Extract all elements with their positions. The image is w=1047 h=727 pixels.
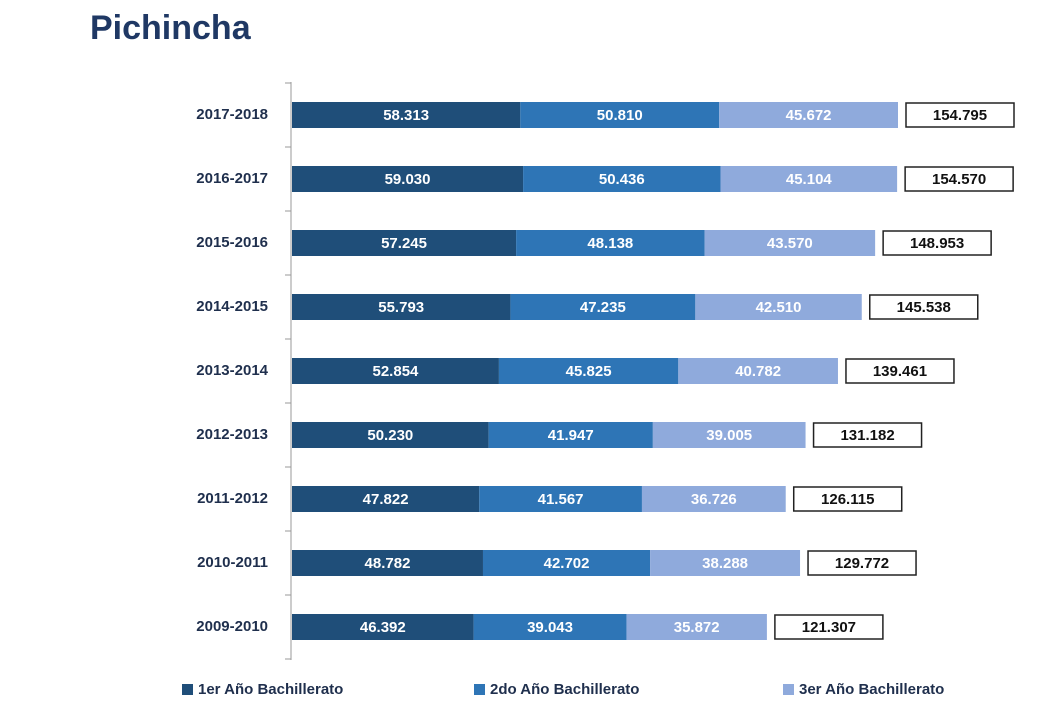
total-label: 121.307 <box>802 619 856 636</box>
legend-label: 3er Año Bachillerato <box>799 681 944 698</box>
value-label: 35.872 <box>674 619 720 636</box>
bar-segment <box>626 614 767 640</box>
total-label: 154.570 <box>932 171 986 188</box>
bar-segment <box>704 230 876 256</box>
bar-segment <box>292 614 474 640</box>
bar-segment <box>292 102 521 128</box>
category-label: 2014-2015 <box>196 298 268 315</box>
value-label: 59.030 <box>385 171 431 188</box>
value-label: 47.235 <box>580 299 626 316</box>
bar-segment <box>479 486 642 512</box>
category-label: 2013-2014 <box>196 362 268 379</box>
value-label: 47.822 <box>363 491 409 508</box>
bar-segment <box>652 422 806 448</box>
value-label: 48.138 <box>587 235 633 252</box>
bar-segment <box>719 102 898 128</box>
total-box <box>774 614 884 640</box>
bar-segment <box>292 358 499 384</box>
bar-segment <box>523 166 721 192</box>
bar-segment <box>292 486 480 512</box>
bar-segment <box>641 486 786 512</box>
value-label: 46.392 <box>360 619 406 636</box>
bar-segment <box>720 166 898 192</box>
value-label: 36.726 <box>691 491 737 508</box>
bar-segment <box>292 166 524 192</box>
bar-segment <box>510 294 696 320</box>
value-label: 48.782 <box>365 555 411 572</box>
value-label: 40.782 <box>735 363 781 380</box>
total-label: 129.772 <box>835 555 889 572</box>
total-box <box>807 550 917 576</box>
value-label: 43.570 <box>767 235 813 252</box>
value-label: 50.436 <box>599 171 645 188</box>
value-label: 50.230 <box>367 427 413 444</box>
total-label: 154.795 <box>933 107 987 124</box>
value-label: 58.313 <box>383 107 429 124</box>
total-box <box>812 422 923 448</box>
category-label: 2015-2016 <box>196 234 268 251</box>
value-label: 39.043 <box>527 619 573 636</box>
total-box <box>869 294 979 320</box>
value-label: 38.288 <box>702 555 748 572</box>
value-label: 55.793 <box>378 299 424 316</box>
total-label: 131.182 <box>840 427 894 444</box>
chart-title: Pichincha <box>90 9 252 47</box>
legend-label: 1er Año Bachillerato <box>198 681 343 698</box>
value-label: 45.672 <box>786 107 832 124</box>
legend-label: 2do Año Bachillerato <box>490 681 639 698</box>
bar-segment <box>292 294 511 320</box>
total-box <box>905 102 1015 128</box>
total-label: 126.115 <box>821 491 874 508</box>
total-box <box>792 486 903 512</box>
bar-segment <box>488 422 653 448</box>
value-label: 41.947 <box>548 427 594 444</box>
legend-swatch <box>474 684 485 695</box>
category-label: 2012-2013 <box>196 426 268 443</box>
total-label: 148.953 <box>910 235 964 252</box>
value-label: 42.702 <box>544 555 590 572</box>
category-label: 2016-2017 <box>196 170 268 187</box>
bar-segment <box>292 422 489 448</box>
value-label: 42.510 <box>756 299 802 316</box>
total-label: 139.461 <box>873 363 927 380</box>
bar-segment <box>678 358 838 384</box>
total-box <box>845 358 955 384</box>
bar-segment <box>520 102 720 128</box>
category-label: 2010-2011 <box>197 554 268 571</box>
legend-swatch <box>182 684 193 695</box>
value-label: 45.825 <box>566 363 612 380</box>
bar-segment <box>516 230 705 256</box>
bar-segment <box>482 550 651 576</box>
total-box <box>882 230 992 256</box>
bar-segment <box>292 550 483 576</box>
value-label: 41.567 <box>538 491 584 508</box>
value-label: 39.005 <box>706 427 752 444</box>
value-label: 57.245 <box>381 235 427 252</box>
total-label: 145.538 <box>897 299 951 316</box>
value-label: 52.854 <box>373 363 420 380</box>
bar-segment <box>292 230 517 256</box>
category-label: 2017-2018 <box>196 106 268 123</box>
bar-segment <box>473 614 627 640</box>
legend-swatch <box>783 684 794 695</box>
bar-segment <box>650 550 801 576</box>
bar-segment <box>498 358 679 384</box>
value-label: 50.810 <box>597 107 643 124</box>
category-label: 2011-2012 <box>197 490 268 507</box>
category-label: 2009-2010 <box>196 618 268 635</box>
value-label: 45.104 <box>786 171 833 188</box>
total-box <box>904 166 1014 192</box>
bar-segment <box>695 294 862 320</box>
